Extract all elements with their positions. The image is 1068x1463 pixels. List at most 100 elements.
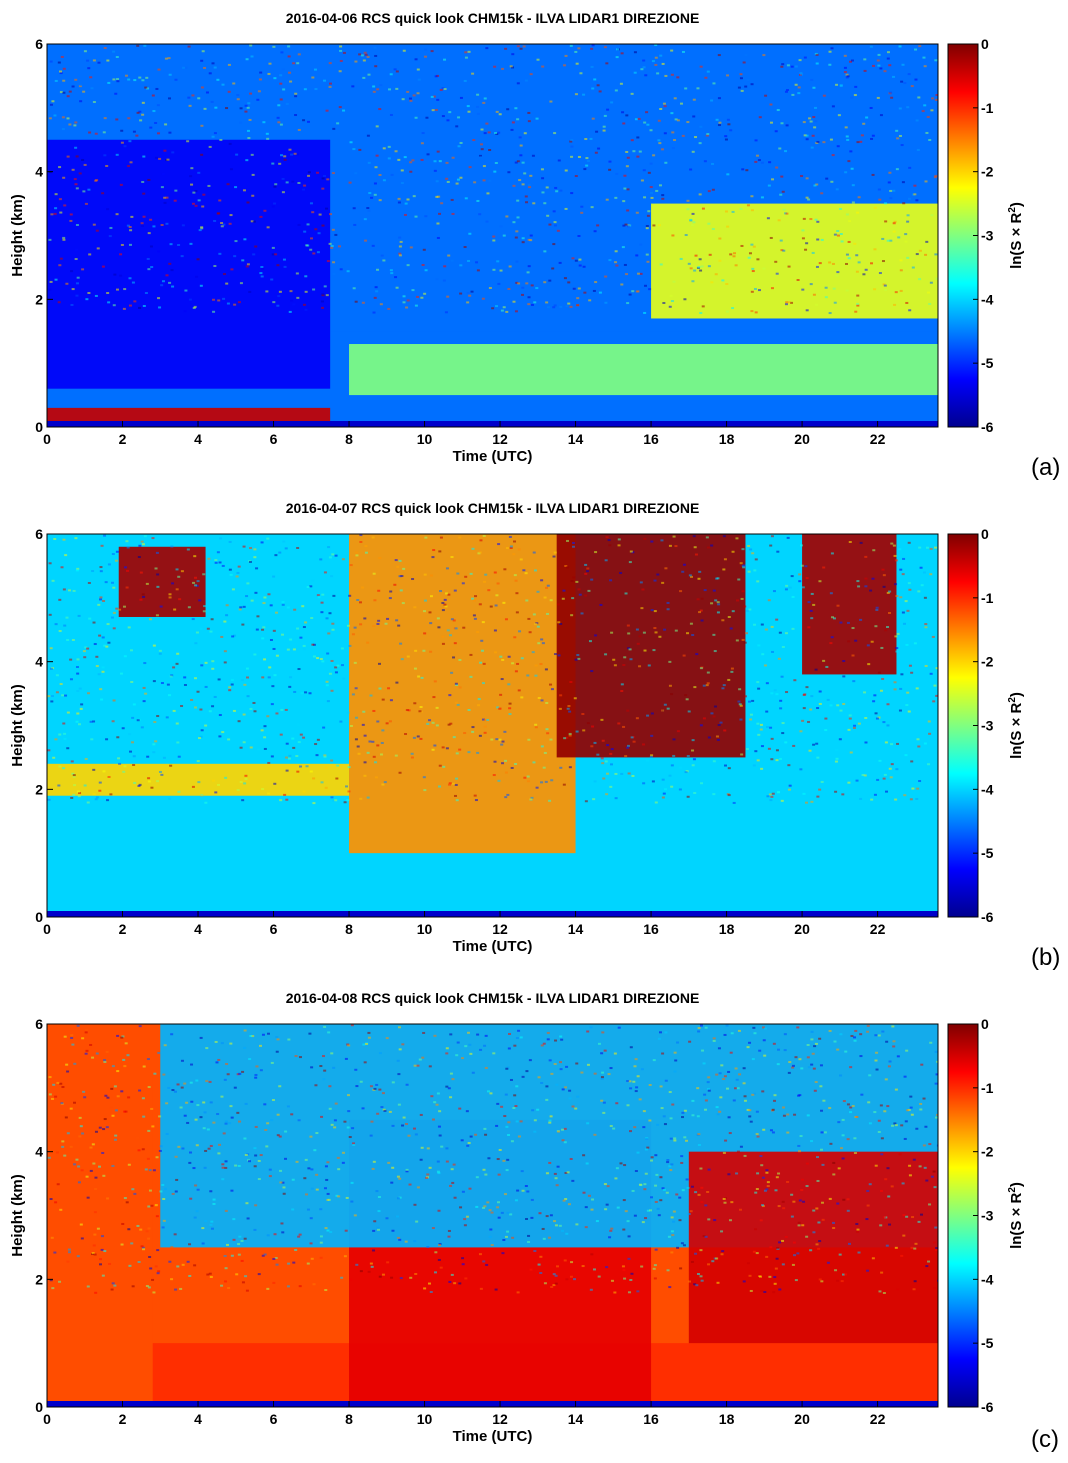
colorbar-tick-label: -1 (981, 590, 994, 606)
colorbar-tick-label: -3 (981, 718, 994, 734)
x-tick-label: 20 (794, 1411, 810, 1427)
x-tick-label: 18 (719, 431, 735, 447)
x-tick-label: 12 (492, 1411, 508, 1427)
x-tick-label: 16 (643, 921, 659, 937)
y-tick-label: 6 (35, 526, 43, 542)
heatmap-region (47, 1075, 153, 1407)
y-tick-label: 2 (35, 291, 43, 307)
x-tick-label: 20 (794, 431, 810, 447)
x-tick-label: 2 (119, 1411, 127, 1427)
heatmap-chart: 2016-04-07 RCS quick look CHM15k - ILVA … (9, 500, 1060, 971)
heatmap-region (47, 763, 350, 796)
colorbar-tick-label: -5 (981, 355, 994, 371)
colorbar-tick-label: -2 (981, 164, 994, 180)
y-axis-label: Height (km) (9, 1174, 26, 1257)
heatmap-chart: 2016-04-08 RCS quick look CHM15k - ILVA … (9, 990, 1059, 1453)
heatmap-region (47, 407, 331, 424)
colorbar-tick-label: -4 (981, 291, 994, 307)
colorbar-tick-label: -1 (981, 1080, 994, 1096)
x-axis-label: Time (UTC) (453, 938, 533, 955)
heatmap-region (651, 203, 938, 319)
x-axis-label: Time (UTC) (453, 1428, 533, 1445)
x-tick-label: 0 (43, 921, 51, 937)
y-tick-label: 0 (35, 909, 43, 925)
x-tick-label: 4 (194, 921, 202, 937)
y-axis-label: Height (km) (9, 684, 26, 767)
x-tick-label: 0 (43, 1411, 51, 1427)
y-tick-label: 2 (35, 1271, 43, 1287)
signal-noise-texture (47, 1024, 938, 1294)
y-tick-label: 4 (35, 654, 43, 670)
colorbar-tick-label: -3 (981, 1208, 994, 1224)
x-tick-label: 8 (345, 921, 353, 937)
colorbar-tick-label: -2 (981, 1144, 994, 1160)
x-tick-label: 10 (417, 431, 433, 447)
x-tick-label: 14 (568, 1411, 584, 1427)
colorbar-label: ln(S × R2) (1007, 202, 1025, 269)
x-tick-label: 16 (643, 431, 659, 447)
colorbar-tick-label: -5 (981, 1335, 994, 1351)
x-tick-label: 6 (270, 431, 278, 447)
x-tick-label: 22 (870, 1411, 886, 1427)
x-tick-label: 4 (194, 431, 202, 447)
heatmap-chart: 2016-04-06 RCS quick look CHM15k - ILVA … (9, 10, 1060, 481)
colorbar-tick-label: 0 (981, 1016, 989, 1032)
chart-title: 2016-04-08 RCS quick look CHM15k - ILVA … (286, 990, 700, 1006)
y-tick-label: 6 (35, 1016, 43, 1032)
panel-label: (a) (1031, 454, 1060, 481)
signal-noise-texture (47, 534, 938, 805)
colorbar-tick-label: -2 (981, 654, 994, 670)
x-tick-label: 10 (417, 921, 433, 937)
x-tick-label: 22 (870, 431, 886, 447)
plot-frame (46, 1023, 939, 1408)
chart-panel-c: 2016-04-08 RCS quick look CHM15k - ILVA … (0, 980, 1068, 1463)
x-axis-label: Time (UTC) (453, 448, 533, 465)
x-tick-label: 18 (719, 921, 735, 937)
panel-label: (b) (1031, 944, 1060, 971)
colorbar-tick-label: 0 (981, 526, 989, 542)
heatmap-region (802, 534, 897, 675)
colorbar-tick-label: -4 (981, 781, 994, 797)
y-axis-label: Height (km) (9, 194, 26, 277)
colorbar-tick-label: -6 (981, 909, 994, 925)
y-tick-label: 4 (35, 1144, 43, 1160)
chart-panel-b: 2016-04-07 RCS quick look CHM15k - ILVA … (0, 490, 1068, 980)
heatmap-region (349, 344, 938, 396)
chart-panel-a: 2016-04-06 RCS quick look CHM15k - ILVA … (0, 0, 1068, 490)
x-tick-label: 12 (492, 431, 508, 447)
x-tick-label: 6 (270, 1411, 278, 1427)
x-tick-label: 2 (119, 431, 127, 447)
x-tick-label: 4 (194, 1411, 202, 1427)
colorbar-tick-label: -1 (981, 100, 994, 116)
x-tick-label: 12 (492, 921, 508, 937)
colorbar-label: ln(S × R2) (1007, 692, 1025, 759)
heatmap-region (556, 534, 746, 758)
y-tick-label: 2 (35, 781, 43, 797)
heatmap-region (118, 546, 206, 617)
x-tick-label: 8 (345, 431, 353, 447)
heatmap-region (349, 534, 576, 854)
chart-title: 2016-04-07 RCS quick look CHM15k - ILVA … (286, 500, 700, 516)
y-tick-label: 6 (35, 36, 43, 52)
heatmap-region (47, 139, 331, 389)
colorbar-tick-label: -5 (981, 845, 994, 861)
colorbar-tick-label: -3 (981, 228, 994, 244)
y-tick-label: 0 (35, 419, 43, 435)
colorbar-tick-label: -4 (981, 1271, 994, 1287)
x-tick-label: 2 (119, 921, 127, 937)
x-tick-label: 16 (643, 1411, 659, 1427)
y-tick-label: 4 (35, 164, 43, 180)
x-tick-label: 6 (270, 921, 278, 937)
x-tick-label: 10 (417, 1411, 433, 1427)
x-tick-label: 22 (870, 921, 886, 937)
x-tick-label: 18 (719, 1411, 735, 1427)
x-tick-label: 0 (43, 431, 51, 447)
chart-title: 2016-04-06 RCS quick look CHM15k - ILVA … (286, 10, 700, 26)
colorbar-tick-label: -6 (981, 419, 994, 435)
x-tick-label: 14 (568, 431, 584, 447)
colorbar-tick-label: -6 (981, 1399, 994, 1415)
colorbar-label: ln(S × R2) (1007, 1182, 1025, 1249)
colorbar-tick-label: 0 (981, 36, 989, 52)
x-tick-label: 20 (794, 921, 810, 937)
x-tick-label: 8 (345, 1411, 353, 1427)
